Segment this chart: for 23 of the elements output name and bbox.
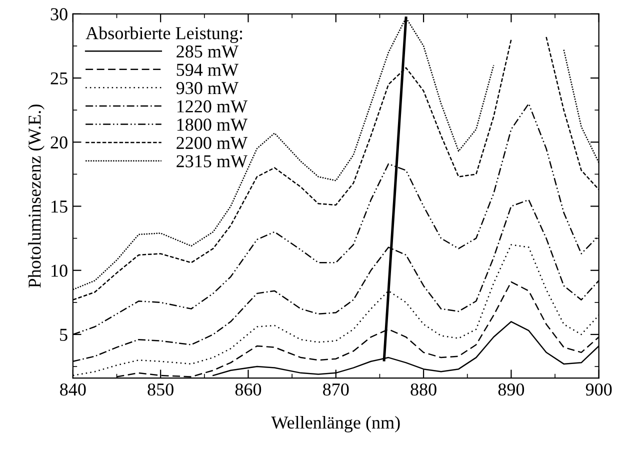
x-tick-label: 840: [60, 383, 86, 396]
legend-label: 930 mW: [176, 82, 238, 94]
legend-label: 1220 mW: [177, 100, 248, 113]
y-tick-label: 10: [52, 264, 68, 277]
y-tick-label: 20: [50, 136, 68, 149]
x-tick-label: 880: [410, 383, 436, 396]
y-tick-label: 5: [60, 328, 68, 341]
x-axis-title: Wellenlänge (nm): [271, 416, 400, 432]
x-tick-label: 890: [498, 383, 524, 396]
x-tick-label: 860: [235, 383, 262, 396]
y-tick-label: 30: [50, 8, 68, 20]
y-axis-title: Photoluminsezenz (W.E.): [28, 104, 44, 288]
y-tick-label: 25: [50, 72, 68, 84]
x-tick-label: 870: [323, 383, 349, 396]
legend-label: 2200 mW: [176, 136, 248, 150]
x-tick-label: 900: [586, 383, 612, 396]
x-tick-label: 850: [148, 383, 174, 396]
y-tick-label: 15: [52, 200, 68, 213]
legend-label: 285 mW: [176, 45, 238, 58]
legend-label: 1800 mW: [177, 118, 248, 131]
legend-label: 594 mW: [176, 64, 238, 76]
legend-label: 2315 mW: [176, 155, 248, 168]
legend-title: Absorbierte Leistung:: [86, 26, 242, 43]
